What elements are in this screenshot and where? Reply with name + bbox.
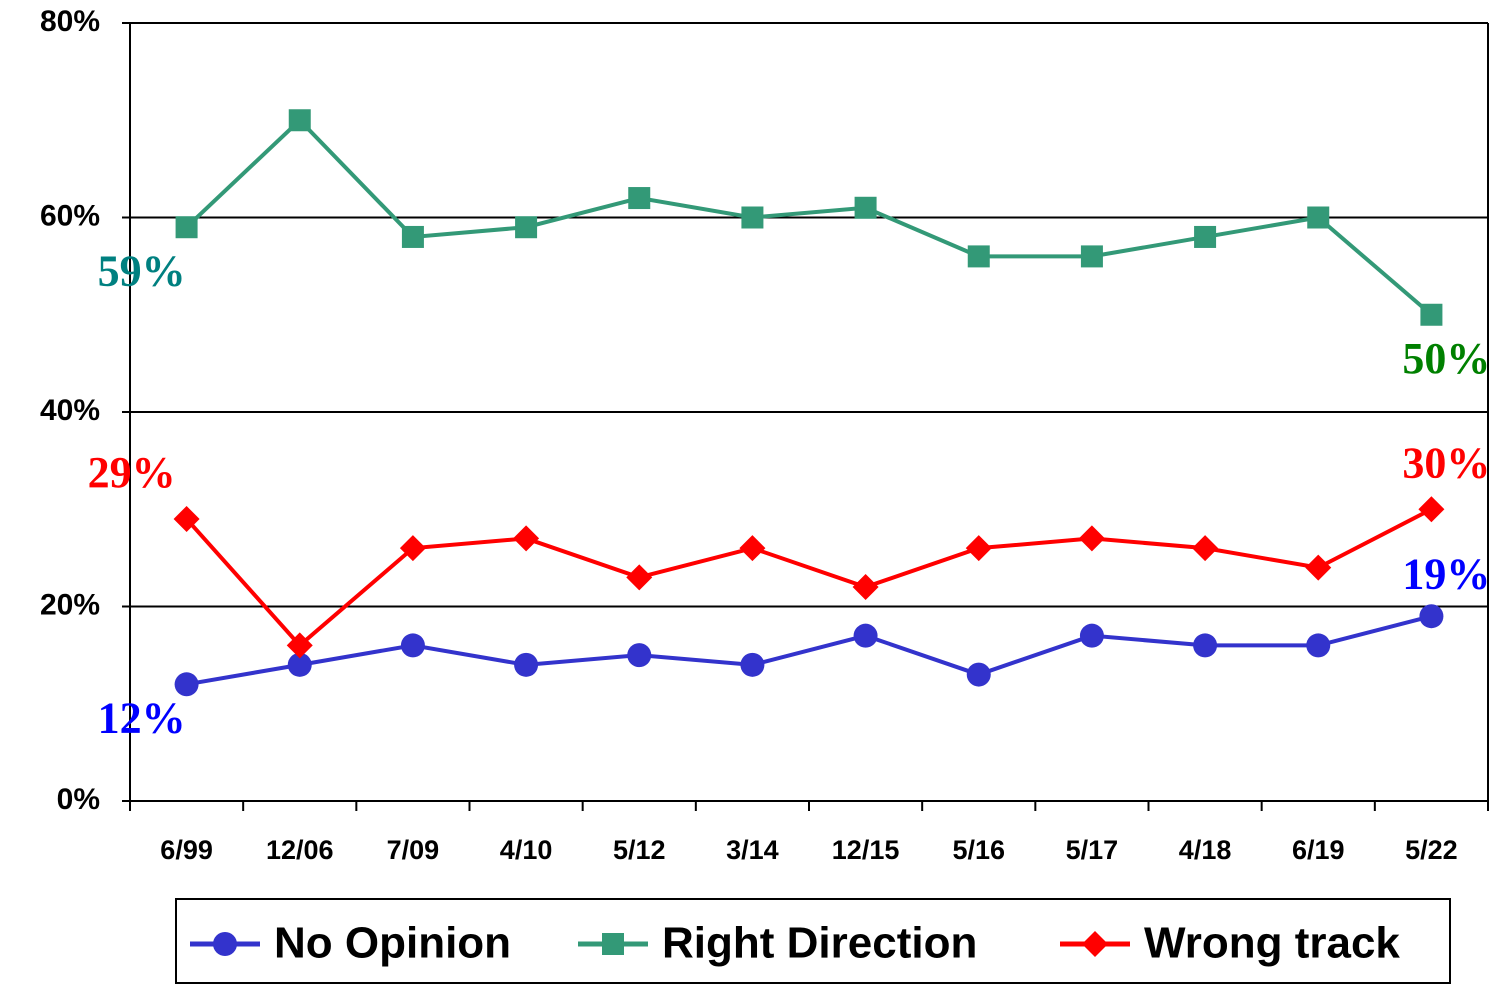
x-tick-label: 7/09: [387, 835, 440, 865]
point: [513, 525, 540, 552]
x-tick-label: 4/18: [1179, 835, 1232, 865]
series-line: [186, 614, 1432, 687]
y-tick-label: 40%: [40, 394, 100, 427]
y-tick-label: 20%: [40, 588, 100, 621]
point: [1194, 225, 1217, 248]
point: [740, 652, 765, 677]
point: [741, 206, 764, 229]
point: [175, 216, 198, 239]
point: [515, 216, 538, 239]
x-tick-label: 12/15: [832, 835, 900, 865]
point: [399, 535, 426, 562]
series-line: [185, 117, 1433, 317]
point: [174, 672, 199, 697]
point: [966, 662, 991, 687]
legend-marker: [602, 933, 624, 955]
point: [627, 643, 652, 668]
x-tick-label: 4/10: [500, 835, 553, 865]
x-tick-label: 5/16: [952, 835, 1005, 865]
point: [400, 633, 425, 658]
x-tick-label: 5/22: [1405, 835, 1458, 865]
point: [286, 632, 313, 659]
value-label: 29%: [88, 448, 176, 497]
x-tick-label: 6/99: [160, 835, 213, 865]
point: [628, 187, 651, 210]
value-label: 12%: [98, 693, 186, 742]
point: [173, 505, 200, 532]
point: [965, 535, 992, 562]
legend-box: [175, 898, 1451, 984]
point: [967, 245, 990, 268]
point: [852, 574, 879, 601]
point: [1419, 604, 1444, 629]
value-label: 50%: [1402, 334, 1490, 383]
x-tick-label: 3/14: [726, 835, 779, 865]
x-tick-label: 12/06: [266, 835, 334, 865]
value-label: 19%: [1402, 549, 1490, 598]
point: [1418, 496, 1445, 523]
point: [854, 196, 877, 219]
legend-item: No Opinion: [190, 919, 511, 968]
value-label: 59%: [98, 246, 186, 295]
point: [1420, 303, 1443, 326]
value-label: 30%: [1402, 438, 1490, 487]
point: [1192, 535, 1219, 562]
point: [1307, 206, 1330, 229]
point: [401, 225, 424, 248]
legend-label: No Opinion: [274, 919, 511, 968]
legend-label: Wrong track: [1144, 919, 1400, 968]
point: [1306, 633, 1331, 658]
point: [1193, 633, 1218, 658]
point: [626, 564, 653, 591]
point: [287, 652, 312, 677]
y-tick-label: 60%: [40, 199, 100, 232]
point: [514, 652, 539, 677]
legend-marker: [213, 932, 237, 956]
series-line: [185, 507, 1433, 649]
point: [1078, 525, 1105, 552]
point: [288, 109, 311, 132]
point: [1079, 623, 1104, 648]
legend-marker: [1082, 931, 1108, 957]
point: [853, 623, 878, 648]
x-tick-label: 5/12: [613, 835, 666, 865]
x-tick-label: 5/17: [1066, 835, 1119, 865]
point: [739, 535, 766, 562]
legend-item: Right Direction: [578, 919, 977, 968]
y-tick-label: 0%: [57, 783, 100, 816]
point: [1305, 554, 1332, 581]
legend-label: Right Direction: [662, 919, 977, 968]
x-tick-label: 6/19: [1292, 835, 1345, 865]
point: [1080, 245, 1103, 268]
legend-item: Wrong track: [1060, 919, 1400, 968]
y-tick-label: 80%: [40, 5, 100, 38]
